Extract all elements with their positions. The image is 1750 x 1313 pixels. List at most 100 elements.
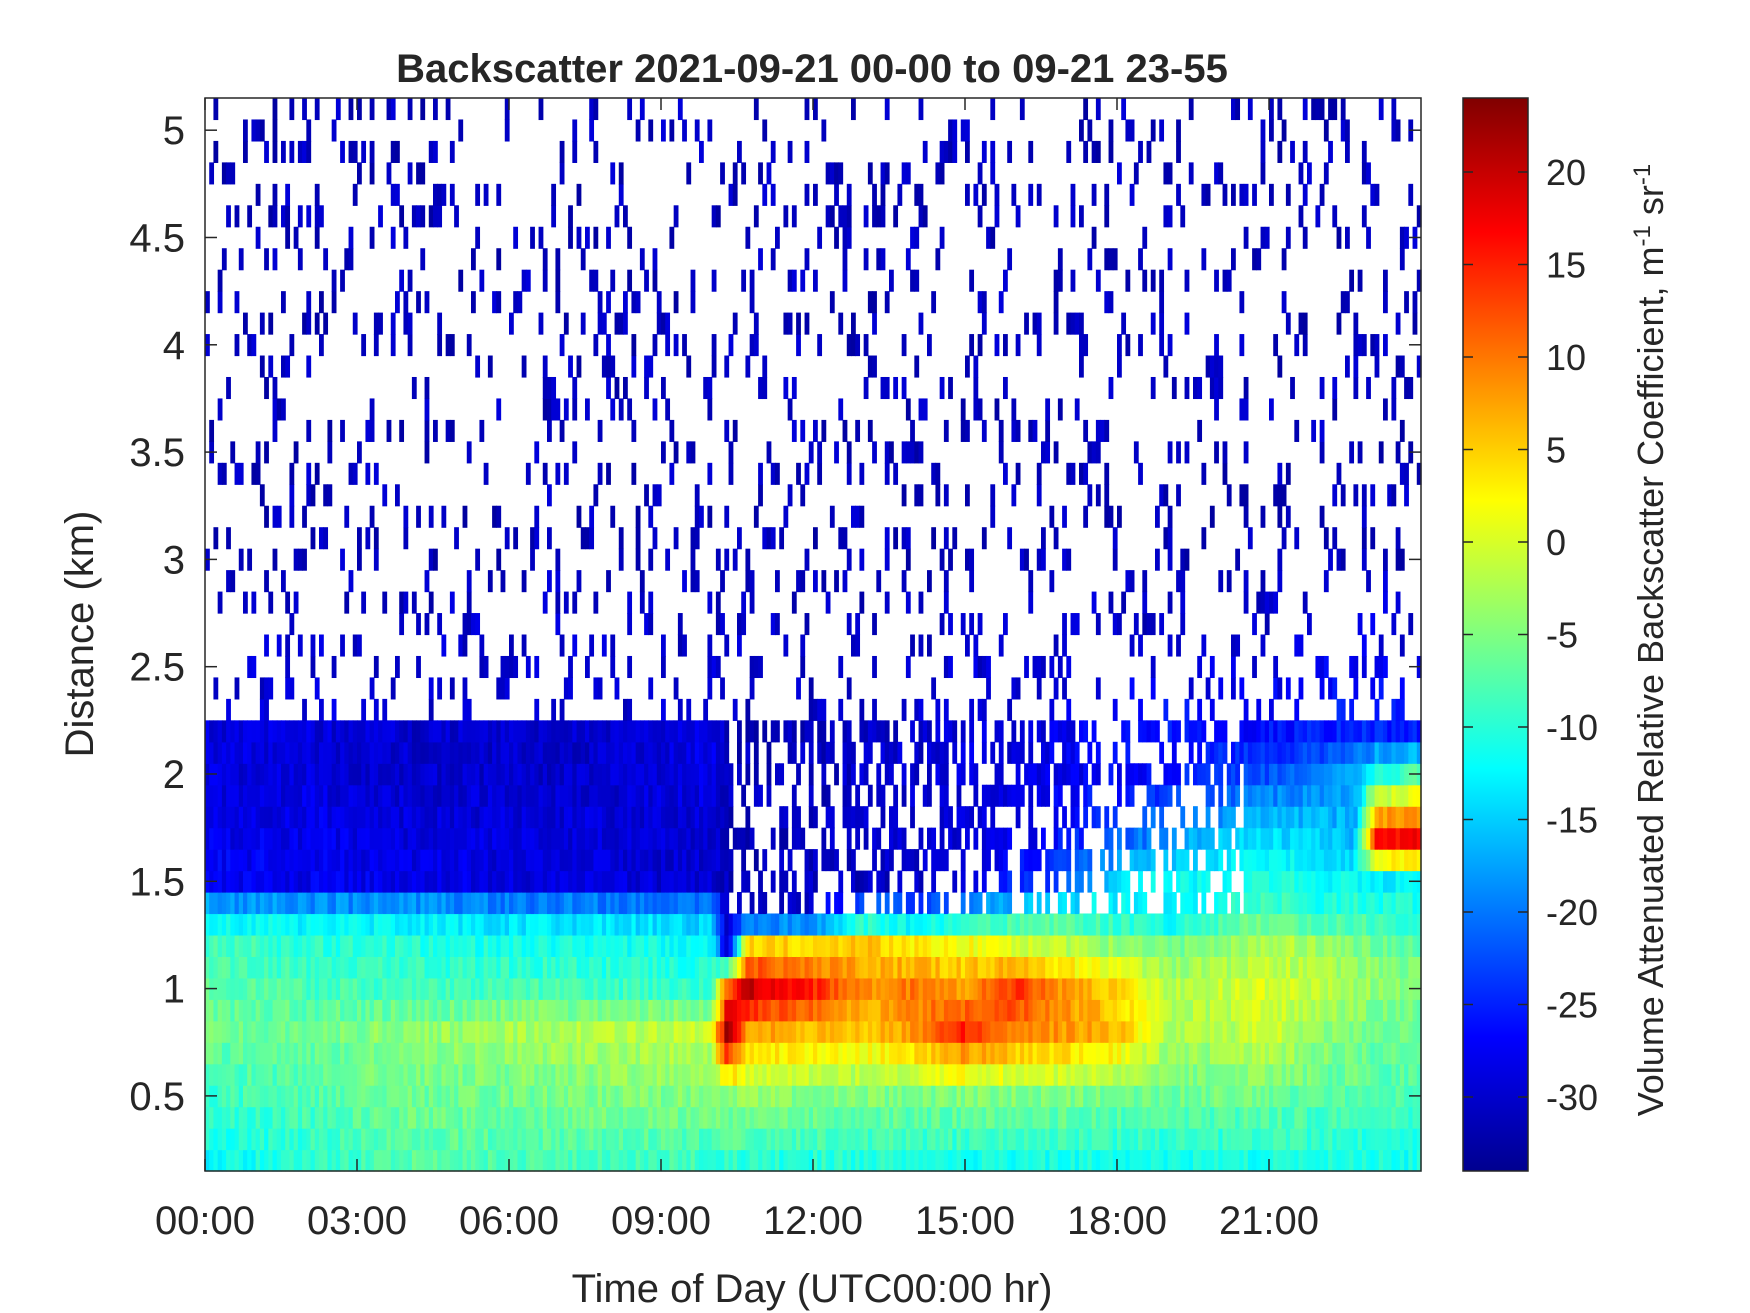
heatmap-cell	[416, 806, 421, 829]
heatmap-cell	[500, 570, 506, 593]
heatmap-cell	[965, 977, 970, 1000]
heatmap-cell	[897, 1020, 903, 1043]
heatmap-cell	[589, 913, 595, 936]
heatmap-cell	[555, 1042, 561, 1065]
heatmap-cell	[297, 956, 303, 979]
heatmap-cell	[855, 892, 861, 915]
heatmap-cell	[331, 870, 337, 893]
heatmap-cell	[1070, 312, 1076, 335]
heatmap-cell	[1053, 1149, 1059, 1172]
heatmap-cell	[479, 419, 485, 442]
heatmap-cell	[1057, 248, 1063, 271]
heatmap-cell	[213, 999, 219, 1022]
heatmap-cell	[572, 591, 578, 614]
heatmap-cell	[825, 741, 831, 764]
heatmap-cell	[686, 720, 692, 743]
heatmap-cell	[593, 720, 599, 743]
heatmap-cell	[319, 698, 324, 721]
heatmap-cell	[669, 1063, 675, 1086]
heatmap-cell	[859, 913, 865, 936]
heatmap-cell	[707, 806, 713, 829]
heatmap-cell	[939, 913, 945, 936]
heatmap-cell	[1007, 1128, 1013, 1151]
heatmap-cell	[677, 1149, 683, 1172]
heatmap-cell	[462, 849, 468, 872]
heatmap-cell	[851, 312, 856, 335]
heatmap-cell	[762, 527, 768, 550]
heatmap-cell	[509, 934, 514, 957]
heatmap-cell	[956, 1063, 962, 1086]
heatmap-cell	[851, 1063, 856, 1086]
heatmap-cell	[1045, 419, 1051, 442]
heatmap-cell	[880, 956, 886, 979]
heatmap-cell	[551, 849, 557, 872]
heatmap-cell	[568, 827, 573, 850]
heatmap-cell	[407, 1085, 413, 1108]
heatmap-cell	[399, 1020, 405, 1043]
heatmap-cell	[715, 806, 721, 829]
heatmap-cell	[335, 849, 341, 872]
heatmap-cell	[779, 849, 785, 872]
heatmap-cell	[703, 763, 709, 786]
heatmap-cell	[1057, 398, 1063, 421]
heatmap-cell	[952, 1020, 958, 1043]
heatmap-cell	[1028, 140, 1034, 163]
heatmap-cell	[314, 1106, 320, 1129]
heatmap-cell	[504, 527, 510, 550]
heatmap-cell	[690, 784, 696, 807]
heatmap-cell	[855, 827, 861, 850]
heatmap-cell	[1057, 1106, 1063, 1129]
heatmap-cell	[576, 849, 582, 872]
heatmap-cell	[344, 956, 350, 979]
heatmap-cell	[542, 1085, 548, 1108]
heatmap-cell	[1003, 1085, 1008, 1108]
heatmap-cell	[272, 140, 278, 163]
heatmap-cell	[901, 570, 907, 593]
heatmap-cell	[910, 1149, 915, 1172]
heatmap-cell	[1019, 956, 1025, 979]
heatmap-cell	[365, 784, 371, 807]
heatmap-cell	[741, 977, 747, 1000]
heatmap-cell	[796, 1063, 801, 1086]
heatmap-cell	[352, 763, 358, 786]
heatmap-cell	[770, 934, 776, 957]
heatmap-cell	[652, 1128, 658, 1151]
heatmap-cell	[914, 849, 920, 872]
heatmap-cell	[420, 162, 426, 185]
heatmap-cell	[981, 1042, 987, 1065]
heatmap-cell	[517, 977, 523, 1000]
heatmap-cell	[500, 1020, 506, 1043]
heatmap-cell	[1011, 419, 1017, 442]
heatmap-cell	[673, 913, 679, 936]
heatmap-cell	[445, 1020, 451, 1043]
heatmap-cell	[939, 1042, 945, 1065]
heatmap-cell	[800, 655, 806, 679]
heatmap-cell	[791, 591, 797, 614]
heatmap-cell	[1045, 763, 1051, 786]
heatmap-cell	[466, 892, 472, 915]
heatmap-cell	[475, 720, 481, 743]
heatmap-cell	[238, 870, 244, 893]
heatmap-cell	[758, 784, 763, 807]
heatmap-cell	[952, 934, 958, 957]
heatmap-cell	[589, 1042, 595, 1065]
heatmap-cell	[534, 441, 540, 464]
heatmap-cell	[610, 1020, 616, 1043]
heatmap-cell	[1024, 999, 1029, 1022]
heatmap-cell	[293, 441, 299, 464]
heatmap-cell	[555, 1085, 561, 1108]
heatmap-cell	[618, 784, 624, 807]
heatmap-cell	[627, 591, 633, 614]
heatmap-cell	[808, 1020, 814, 1043]
heatmap-cell	[572, 827, 578, 850]
heatmap-cell	[525, 913, 531, 936]
heatmap-cell	[682, 806, 687, 829]
heatmap-cell	[977, 162, 983, 185]
heatmap-cell	[1003, 1042, 1008, 1065]
heatmap-cell	[867, 291, 873, 314]
heatmap-cell	[276, 827, 282, 850]
heatmap-cell	[758, 1106, 763, 1129]
heatmap-cell	[927, 720, 932, 743]
heatmap-cell	[834, 1020, 839, 1043]
heatmap-cell	[614, 741, 620, 764]
